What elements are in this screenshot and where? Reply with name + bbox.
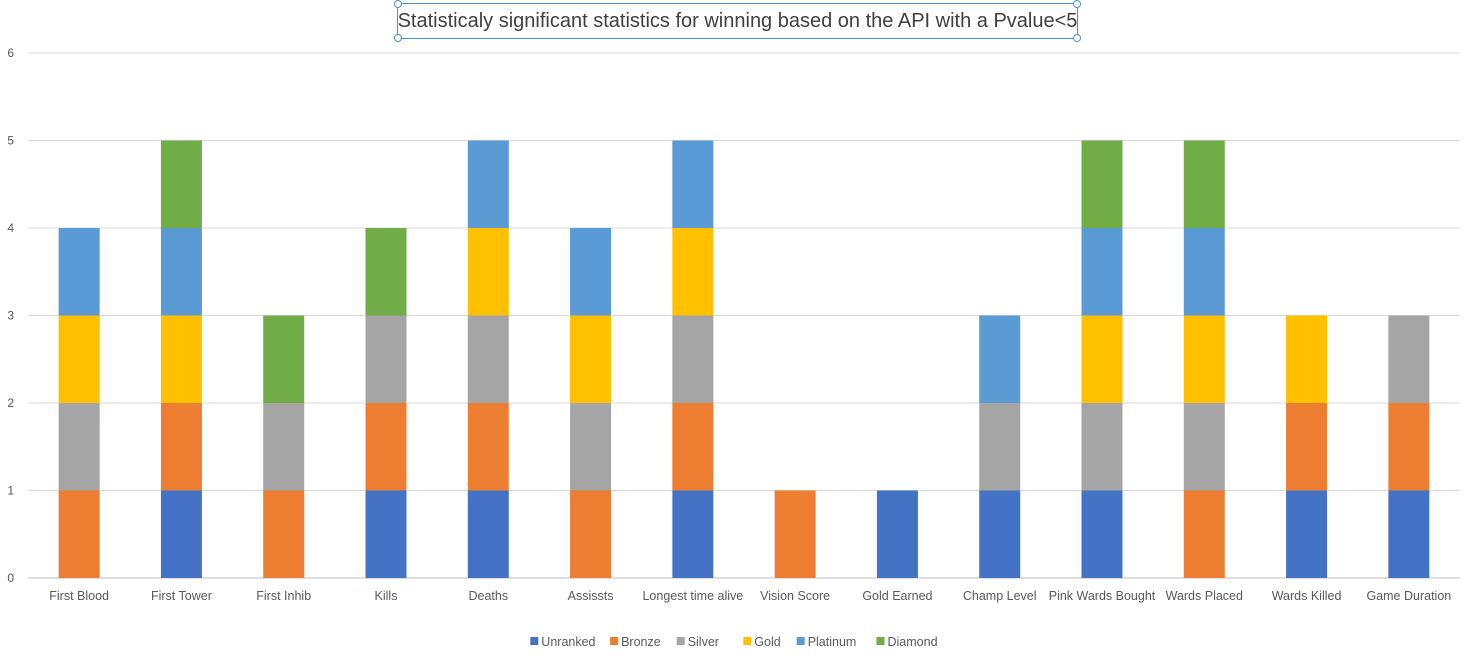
bar-platinum-9: [979, 315, 1021, 403]
y-tick-label-5: 5: [7, 134, 14, 148]
bar-platinum-11: [1183, 228, 1225, 316]
x-tick-label-3: Kills: [375, 589, 398, 603]
legend-swatch-silver: [676, 637, 685, 645]
bar-gold-0: [58, 315, 100, 403]
resize-handle-bottom-left[interactable]: [394, 34, 402, 42]
bar-unranked-13: [1388, 490, 1430, 578]
legend-label-gold: Gold: [754, 635, 780, 649]
bar-gold-5: [570, 315, 612, 403]
y-tick-label-6: 6: [7, 46, 14, 60]
bar-diamond-11: [1183, 140, 1225, 228]
legend-label-diamond: Diamond: [888, 635, 938, 649]
bar-bronze-12: [1286, 403, 1328, 491]
bar-diamond-10: [1081, 140, 1123, 228]
bar-diamond-2: [263, 315, 305, 403]
resize-handle-top-right[interactable]: [1073, 0, 1081, 8]
bar-gold-10: [1081, 315, 1123, 403]
bar-bronze-5: [570, 490, 612, 578]
bar-silver-6: [672, 315, 714, 403]
legend-swatch-bronze: [610, 637, 619, 645]
bar-unranked-10: [1081, 490, 1123, 578]
chart-title: Statisticaly significant statistics for …: [397, 9, 1078, 32]
bar-bronze-2: [263, 490, 305, 578]
x-tick-label-5: Assissts: [568, 589, 614, 603]
bar-silver-13: [1388, 315, 1430, 403]
bar-unranked-3: [365, 490, 407, 578]
bar-unranked-6: [672, 490, 714, 578]
bar-silver-2: [263, 403, 305, 491]
x-tick-label-6: Longest time alive: [642, 589, 743, 603]
x-tick-label-11: Wards Placed: [1166, 589, 1243, 603]
bar-diamond-3: [365, 228, 407, 316]
bar-gold-12: [1286, 315, 1328, 403]
bar-bronze-3: [365, 403, 407, 491]
x-tick-label-13: Game Duration: [1366, 589, 1451, 603]
bar-bronze-4: [467, 403, 509, 491]
legend-swatch-platinum: [796, 637, 805, 645]
bar-unranked-1: [160, 490, 202, 578]
bar-silver-0: [58, 403, 100, 491]
legend-label-platinum: Platinum: [808, 635, 857, 649]
legend-label-silver: Silver: [688, 635, 719, 649]
bar-silver-5: [570, 403, 612, 491]
x-tick-label-4: Deaths: [468, 589, 508, 603]
x-tick-label-10: Pink Wards Bought: [1049, 589, 1156, 603]
bar-gold-11: [1183, 315, 1225, 403]
bar-silver-9: [979, 403, 1021, 491]
bar-platinum-0: [58, 228, 100, 316]
y-tick-label-1: 1: [7, 484, 14, 498]
y-tick-label-3: 3: [7, 309, 14, 323]
bar-bronze-1: [160, 403, 202, 491]
legend-swatch-unranked: [530, 637, 539, 645]
bar-platinum-1: [160, 228, 202, 316]
bar-bronze-11: [1183, 490, 1225, 578]
x-tick-label-12: Wards Killed: [1272, 589, 1342, 603]
x-tick-label-9: Champ Level: [963, 589, 1037, 603]
legend-swatch-gold: [743, 637, 752, 645]
y-tick-label-4: 4: [7, 221, 14, 235]
y-tick-label-0: 0: [7, 571, 14, 585]
bar-bronze-13: [1388, 403, 1430, 491]
bar-gold-1: [160, 315, 202, 403]
legend-swatch-diamond: [876, 637, 885, 645]
x-tick-label-7: Vision Score: [760, 589, 830, 603]
bar-unranked-9: [979, 490, 1021, 578]
bar-platinum-4: [467, 140, 509, 228]
bar-silver-4: [467, 315, 509, 403]
resize-handle-bottom-right[interactable]: [1073, 34, 1081, 42]
bar-silver-3: [365, 315, 407, 403]
bar-silver-10: [1081, 403, 1123, 491]
x-tick-label-8: Gold Earned: [862, 589, 932, 603]
x-tick-label-2: First Inhib: [256, 589, 311, 603]
resize-handle-top-left[interactable]: [394, 0, 402, 8]
legend-label-unranked: Unranked: [541, 635, 595, 649]
bar-unranked-4: [467, 490, 509, 578]
bar-platinum-10: [1081, 228, 1123, 316]
legend-label-bronze: Bronze: [621, 635, 661, 649]
bar-platinum-5: [570, 228, 612, 316]
bar-unranked-12: [1286, 490, 1328, 578]
bar-bronze-7: [774, 490, 816, 578]
bar-bronze-0: [58, 490, 100, 578]
bar-gold-4: [467, 228, 509, 316]
bar-silver-11: [1183, 403, 1225, 491]
bar-gold-6: [672, 228, 714, 316]
bar-unranked-8: [876, 490, 918, 578]
chart-title-box[interactable]: Statisticaly significant statistics for …: [394, 0, 1081, 42]
x-tick-label-0: First Blood: [49, 589, 109, 603]
bar-bronze-6: [672, 403, 714, 491]
bar-platinum-6: [672, 140, 714, 228]
y-tick-label-2: 2: [7, 396, 14, 410]
x-tick-label-1: First Tower: [151, 589, 212, 603]
bar-diamond-1: [160, 140, 202, 228]
